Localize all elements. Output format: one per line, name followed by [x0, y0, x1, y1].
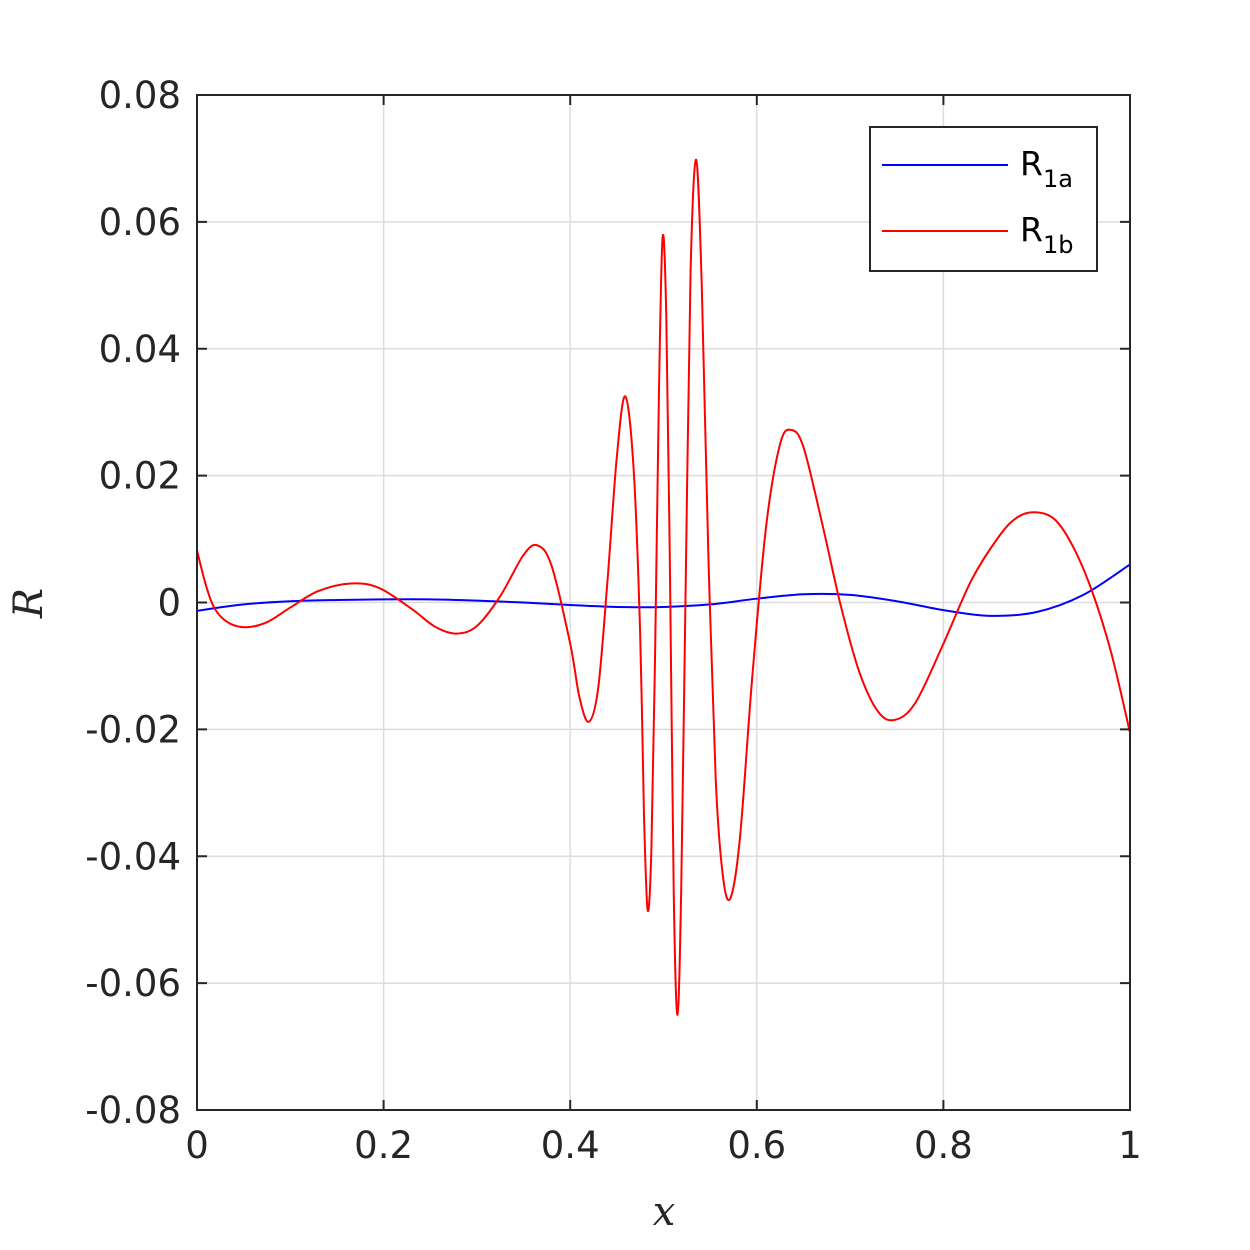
tick-labels: 0 0.2 0.4 0.6 0.8 1 -0.08 -0.06 -0.04 -0.02 0 0.02 0… — [85, 74, 1142, 1167]
legend-label-main: R — [1020, 210, 1043, 249]
y-tick-label: 0.06 — [99, 201, 181, 244]
series-line-R1b — [196, 158, 1131, 1016]
series-line-R1a — [196, 563, 1131, 617]
y-tick-label: 0.04 — [99, 328, 181, 371]
legend-label-R1b: R1b — [1020, 210, 1073, 259]
x-tick-label: 0 — [185, 1124, 209, 1167]
x-tick-label: 1 — [1118, 1124, 1142, 1167]
x-tick-label: 0.2 — [354, 1124, 413, 1167]
y-tick-label: -0.06 — [85, 962, 181, 1005]
grid-lines — [197, 95, 1130, 1110]
y-tick-label: -0.04 — [85, 835, 181, 878]
x-axis-label: x — [653, 1189, 676, 1235]
x-tick-label: 0.4 — [541, 1124, 600, 1167]
legend-label-R1a: R1a — [1020, 144, 1073, 193]
legend-box — [869, 126, 1098, 272]
y-tick-label: 0 — [157, 582, 181, 625]
legend-label-subscript: 1b — [1043, 231, 1074, 259]
legend-label-subscript: 1a — [1043, 165, 1073, 193]
tick-marks — [196, 94, 1131, 1111]
x-tick-label: 0.8 — [914, 1124, 973, 1167]
y-axis-label: R — [6, 588, 52, 619]
y-tick-label: -0.02 — [85, 708, 181, 751]
y-tick-label: -0.08 — [85, 1089, 181, 1132]
y-tick-label: 0.08 — [99, 74, 181, 117]
legend-label-main: R — [1020, 144, 1043, 183]
x-tick-label: 0.6 — [727, 1124, 786, 1167]
y-tick-label: 0.02 — [99, 455, 181, 498]
series-layer — [196, 158, 1131, 1016]
